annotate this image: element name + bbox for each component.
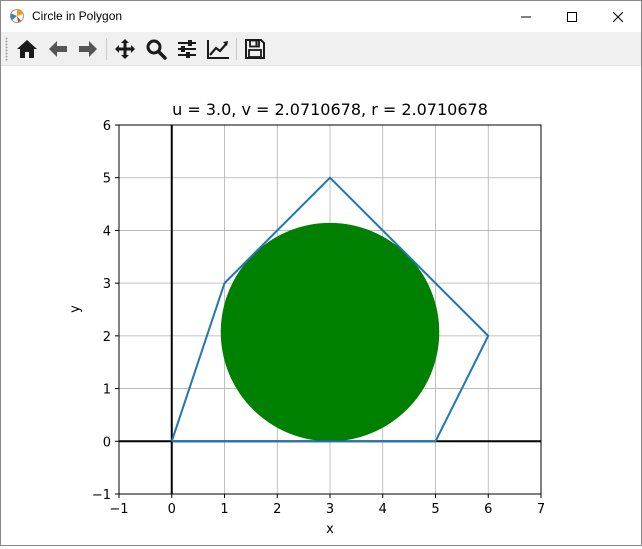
x-tick-label: 4 bbox=[379, 502, 387, 517]
data-layer bbox=[119, 125, 541, 494]
y-tick-label: 1 bbox=[103, 383, 111, 398]
subplots-button[interactable] bbox=[173, 36, 201, 62]
pan-button[interactable] bbox=[111, 36, 139, 62]
polygon-line bbox=[170, 176, 490, 443]
x-tick-label: 6 bbox=[484, 502, 492, 517]
title-bar[interactable]: Circle in Polygon bbox=[1, 1, 641, 32]
chart-svg[interactable]: u = 3.0, v = 2.0710678, r = 2.0710678 −1… bbox=[1, 66, 641, 545]
close-icon bbox=[613, 11, 623, 22]
arrow-right-icon bbox=[79, 41, 97, 57]
zoom-button[interactable] bbox=[142, 36, 170, 62]
y-tick-label: −1 bbox=[92, 488, 111, 503]
x-tick-label: 5 bbox=[431, 502, 439, 517]
chart-title: u = 3.0, v = 2.0710678, r = 2.0710678 bbox=[172, 100, 488, 119]
x-tick-label: 1 bbox=[220, 502, 228, 517]
toolbar-separator bbox=[236, 38, 237, 60]
line-chart-icon bbox=[207, 40, 229, 59]
window-title: Circle in Polygon bbox=[32, 9, 123, 23]
y-axis-label: y bbox=[68, 305, 83, 313]
toolbar-separator bbox=[106, 38, 107, 60]
sliders-icon bbox=[178, 40, 196, 58]
y-tick-label: 2 bbox=[103, 330, 111, 345]
app-figure-icon bbox=[9, 8, 25, 24]
magnifier-icon bbox=[146, 39, 167, 60]
back-button[interactable] bbox=[44, 36, 72, 62]
y-tick-label: 0 bbox=[103, 435, 111, 450]
x-tick-label: 7 bbox=[537, 502, 545, 517]
home-button[interactable] bbox=[13, 36, 41, 62]
maximize-button[interactable] bbox=[549, 1, 595, 32]
x-tick-label: 2 bbox=[273, 502, 281, 517]
x-tick-label: 3 bbox=[326, 502, 334, 517]
save-button[interactable] bbox=[241, 36, 269, 62]
x-tick-label: 0 bbox=[168, 502, 176, 517]
floppy-disk-icon bbox=[245, 39, 265, 59]
close-button[interactable] bbox=[595, 1, 641, 32]
forward-button[interactable] bbox=[74, 36, 102, 62]
navigation-toolbar bbox=[1, 32, 641, 66]
toolbar-grip bbox=[5, 37, 8, 61]
x-axis-label: x bbox=[326, 522, 334, 537]
maximize-icon bbox=[567, 11, 577, 22]
minimize-icon bbox=[521, 16, 531, 17]
minimize-button[interactable] bbox=[503, 1, 549, 32]
y-tick-label: 6 bbox=[103, 119, 111, 134]
y-tick-label: 5 bbox=[103, 172, 111, 187]
y-tick-label: 4 bbox=[103, 224, 111, 239]
move-icon bbox=[115, 39, 135, 59]
home-icon bbox=[17, 40, 37, 58]
y-tick-label: 3 bbox=[103, 277, 111, 292]
axis-layer: −1 0 1 2 3 4 5 6 7 −1 0 1 2 3 4 5 6 bbox=[92, 119, 545, 517]
customize-button[interactable] bbox=[204, 36, 232, 62]
x-tick-label: −1 bbox=[109, 502, 128, 517]
figure-canvas[interactable]: u = 3.0, v = 2.0710678, r = 2.0710678 −1… bbox=[1, 66, 641, 545]
arrow-left-icon bbox=[49, 41, 67, 57]
inscribed-circle bbox=[220, 222, 440, 442]
